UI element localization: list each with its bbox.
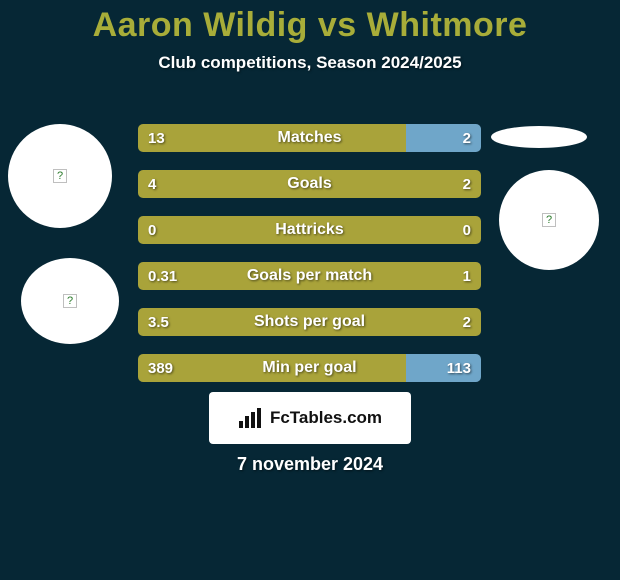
watermark-text: FcTables.com [270, 408, 382, 428]
subtitle: Club competitions, Season 2024/2025 [0, 53, 620, 73]
stat-row: 0.311Goals per match [138, 262, 481, 290]
image-placeholder-icon: ? [53, 169, 67, 183]
stat-row: 3.52Shots per goal [138, 308, 481, 336]
date-label: 7 november 2024 [0, 454, 620, 475]
image-placeholder-icon: ? [542, 213, 556, 227]
player-left-avatar-2: ? [21, 258, 119, 344]
watermark-badge: FcTables.com [209, 392, 411, 444]
stat-bars: 132Matches 42Goals 00Hattricks 0.311Goals p… [138, 124, 481, 400]
stat-label: Shots per goal [138, 308, 481, 336]
stat-label: Goals per match [138, 262, 481, 290]
stat-label: Hattricks [138, 216, 481, 244]
stat-label: Goals [138, 170, 481, 198]
player-left-avatar-1: ? [8, 124, 112, 228]
stat-row: 132Matches [138, 124, 481, 152]
stat-row: 00Hattricks [138, 216, 481, 244]
player-right-avatar-1 [491, 126, 587, 148]
stat-label: Min per goal [138, 354, 481, 382]
bars-logo-icon [238, 407, 266, 429]
stat-row: 42Goals [138, 170, 481, 198]
page-title: Aaron Wildig vs Whitmore [0, 0, 620, 45]
stat-row: 389113Min per goal [138, 354, 481, 382]
player-right-avatar-2: ? [499, 170, 599, 270]
stat-label: Matches [138, 124, 481, 152]
comparison-card: Aaron Wildig vs Whitmore Club competitio… [0, 0, 620, 580]
image-placeholder-icon: ? [63, 294, 77, 308]
